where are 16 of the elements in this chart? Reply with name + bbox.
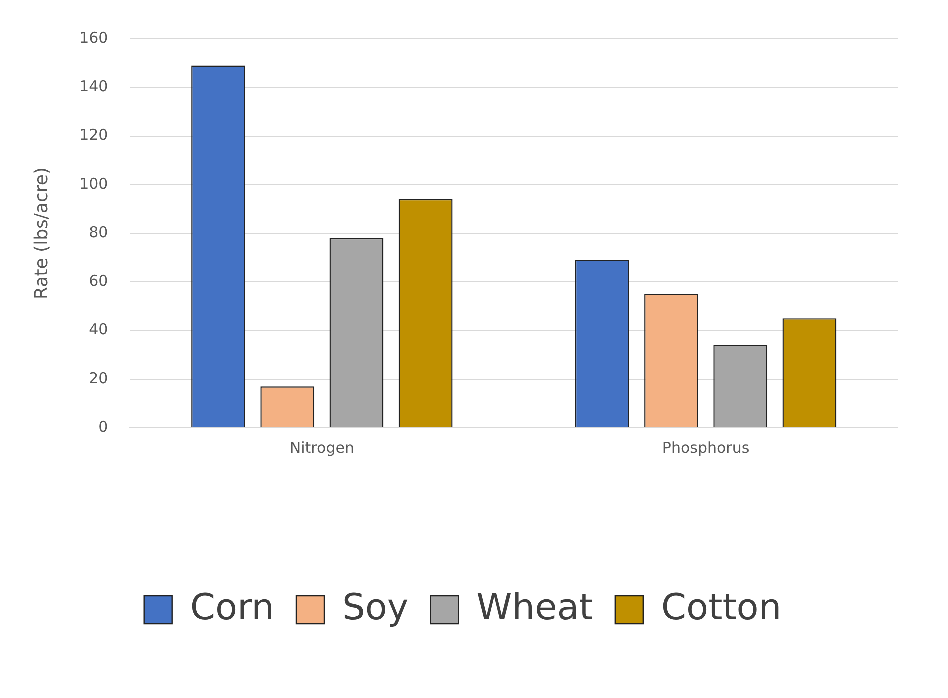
y-tick-label: 80 bbox=[89, 223, 108, 242]
legend-label: Wheat bbox=[476, 587, 594, 628]
y-tick-label: 120 bbox=[80, 126, 108, 144]
y-tick-label: 60 bbox=[89, 272, 108, 290]
legend-label: Soy bbox=[342, 587, 409, 628]
x-tick-label: Phosphorus bbox=[662, 438, 750, 457]
y-tick-label: 40 bbox=[89, 320, 108, 339]
y-tick-label: 100 bbox=[80, 174, 108, 193]
y-tick-label: 20 bbox=[89, 369, 108, 388]
y-tick-label: 140 bbox=[80, 78, 108, 96]
legend-label: Corn bbox=[190, 587, 275, 628]
x-tick-label: Nitrogen bbox=[290, 438, 354, 457]
y-tick-label: 160 bbox=[80, 28, 108, 47]
legend-label: Cotton bbox=[661, 587, 782, 628]
y-tick-label: 0 bbox=[98, 418, 108, 436]
y-axis-title: Rate (lbs/acre) bbox=[31, 168, 52, 300]
